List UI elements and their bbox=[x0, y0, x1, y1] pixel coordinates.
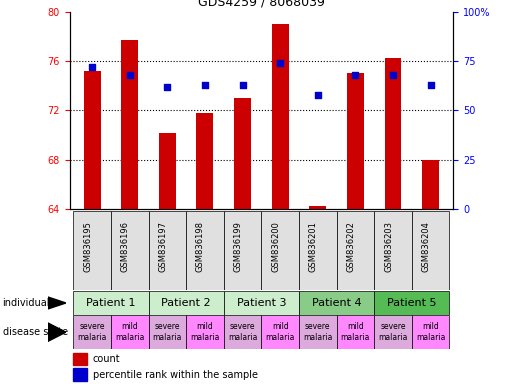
Text: severe
malaria: severe malaria bbox=[152, 323, 182, 342]
Bar bbox=[261, 211, 299, 290]
Point bbox=[163, 84, 171, 90]
Bar bbox=[186, 315, 224, 349]
Bar bbox=[422, 160, 439, 209]
Text: disease state: disease state bbox=[3, 327, 67, 337]
Bar bbox=[73, 353, 87, 366]
Bar bbox=[83, 71, 100, 209]
Point bbox=[314, 91, 322, 98]
Bar bbox=[73, 211, 111, 290]
Bar bbox=[374, 315, 412, 349]
Bar bbox=[347, 73, 364, 209]
Bar bbox=[224, 211, 261, 290]
Text: GSM836197: GSM836197 bbox=[158, 221, 167, 272]
Text: mild
malaria: mild malaria bbox=[416, 323, 445, 342]
Bar bbox=[374, 291, 450, 315]
Text: GSM836198: GSM836198 bbox=[196, 221, 205, 272]
Bar bbox=[159, 132, 176, 209]
Text: mild
malaria: mild malaria bbox=[115, 323, 144, 342]
Text: GSM836202: GSM836202 bbox=[347, 221, 355, 272]
Bar bbox=[412, 211, 450, 290]
Text: Patient 5: Patient 5 bbox=[387, 298, 437, 308]
Text: severe
malaria: severe malaria bbox=[77, 323, 107, 342]
Bar bbox=[299, 291, 374, 315]
Bar bbox=[186, 211, 224, 290]
Text: GSM836203: GSM836203 bbox=[384, 221, 393, 272]
Bar bbox=[374, 211, 412, 290]
Text: mild
malaria: mild malaria bbox=[190, 323, 219, 342]
Bar bbox=[224, 291, 299, 315]
Bar bbox=[148, 211, 186, 290]
Point bbox=[389, 72, 397, 78]
Bar bbox=[385, 58, 402, 209]
Bar bbox=[111, 315, 148, 349]
Text: GSM836195: GSM836195 bbox=[83, 221, 92, 272]
Point bbox=[88, 64, 96, 70]
Bar bbox=[234, 98, 251, 209]
Point bbox=[201, 82, 209, 88]
Bar bbox=[299, 315, 337, 349]
Text: mild
malaria: mild malaria bbox=[266, 323, 295, 342]
Text: GSM836201: GSM836201 bbox=[309, 221, 318, 272]
Bar bbox=[310, 205, 326, 209]
Bar bbox=[111, 211, 148, 290]
Bar bbox=[299, 211, 337, 290]
Bar bbox=[148, 315, 186, 349]
Title: GDS4259 / 8068039: GDS4259 / 8068039 bbox=[198, 0, 325, 9]
Text: GSM836204: GSM836204 bbox=[422, 221, 431, 272]
Text: count: count bbox=[93, 354, 120, 364]
Text: GSM836199: GSM836199 bbox=[234, 221, 243, 272]
Polygon shape bbox=[48, 297, 66, 309]
Text: GSM836196: GSM836196 bbox=[121, 221, 130, 272]
Text: severe
malaria: severe malaria bbox=[303, 323, 333, 342]
Bar bbox=[224, 315, 261, 349]
Bar bbox=[261, 315, 299, 349]
Point bbox=[351, 72, 359, 78]
Point bbox=[126, 72, 134, 78]
Text: GSM836200: GSM836200 bbox=[271, 221, 280, 272]
Text: individual: individual bbox=[3, 298, 50, 308]
Bar bbox=[412, 315, 450, 349]
Polygon shape bbox=[48, 323, 66, 341]
Point bbox=[426, 82, 435, 88]
Text: Patient 2: Patient 2 bbox=[161, 298, 211, 308]
Text: Patient 4: Patient 4 bbox=[312, 298, 362, 308]
Bar bbox=[197, 113, 213, 209]
Bar bbox=[121, 40, 138, 209]
Bar bbox=[148, 291, 224, 315]
Point bbox=[238, 82, 247, 88]
Text: Patient 1: Patient 1 bbox=[86, 298, 135, 308]
Bar bbox=[272, 24, 288, 209]
Text: percentile rank within the sample: percentile rank within the sample bbox=[93, 370, 258, 380]
Bar bbox=[73, 369, 87, 381]
Text: Patient 3: Patient 3 bbox=[236, 298, 286, 308]
Text: mild
malaria: mild malaria bbox=[341, 323, 370, 342]
Bar bbox=[73, 315, 111, 349]
Text: severe
malaria: severe malaria bbox=[228, 323, 257, 342]
Bar bbox=[337, 315, 374, 349]
Bar bbox=[337, 211, 374, 290]
Bar bbox=[73, 291, 148, 315]
Text: severe
malaria: severe malaria bbox=[379, 323, 408, 342]
Point bbox=[276, 60, 284, 66]
